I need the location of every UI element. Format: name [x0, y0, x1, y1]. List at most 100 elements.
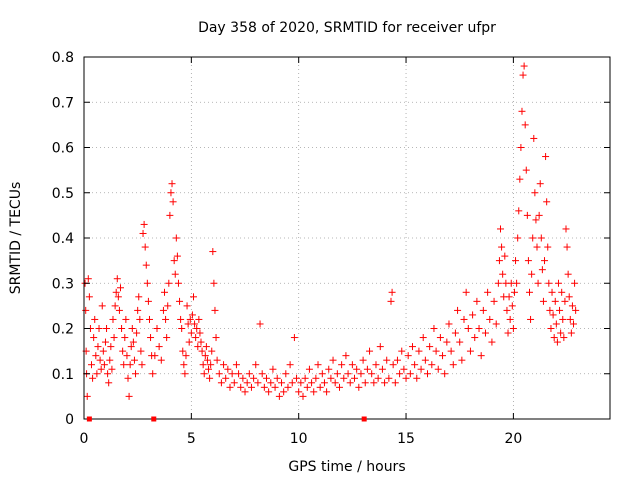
data-point — [396, 370, 404, 378]
data-point — [415, 347, 423, 355]
gap-marker — [151, 416, 157, 422]
data-point — [125, 392, 133, 400]
data-point — [142, 261, 150, 269]
data-point — [200, 370, 208, 378]
x-tick-label: 5 — [187, 431, 196, 447]
data-point — [91, 315, 99, 323]
data-point — [548, 288, 556, 296]
data-point — [481, 329, 489, 337]
data-point — [527, 315, 535, 323]
data-point — [509, 325, 517, 332]
data-point — [335, 383, 343, 391]
data-point — [559, 315, 567, 323]
data-point — [235, 370, 243, 378]
data-point — [82, 306, 90, 314]
data-point — [95, 325, 103, 332]
data-point — [462, 288, 470, 296]
points-layer — [81, 62, 580, 400]
data-point — [183, 302, 191, 310]
data-point — [297, 379, 305, 387]
data-point — [185, 338, 193, 346]
data-point — [162, 315, 170, 323]
data-point — [138, 361, 146, 369]
data-point — [286, 361, 294, 369]
data-point — [518, 107, 526, 115]
data-point — [177, 315, 185, 323]
data-point — [560, 334, 568, 342]
data-point — [535, 211, 543, 219]
data-point — [254, 379, 262, 387]
data-point — [320, 379, 328, 387]
data-point — [447, 347, 455, 355]
data-point — [522, 166, 530, 174]
data-point — [312, 374, 320, 382]
data-point — [340, 374, 348, 382]
data-point — [239, 374, 247, 382]
grid-layer — [84, 57, 610, 419]
data-point — [198, 347, 206, 355]
data-point — [479, 306, 487, 314]
data-point — [471, 334, 479, 342]
data-point — [151, 352, 159, 360]
data-point — [530, 134, 538, 142]
data-point — [192, 334, 200, 342]
data-point — [273, 374, 281, 382]
data-point — [181, 370, 189, 378]
data-point — [385, 374, 393, 382]
data-point — [123, 352, 131, 360]
data-point — [112, 288, 120, 296]
data-point — [282, 370, 290, 378]
data-point — [503, 306, 511, 314]
data-point — [510, 288, 518, 296]
gap-marker — [361, 416, 367, 422]
data-point — [498, 243, 506, 251]
data-point — [202, 343, 210, 351]
data-point — [484, 288, 492, 296]
data-point — [155, 343, 163, 351]
gap-marker — [86, 416, 92, 422]
data-point — [411, 361, 419, 369]
data-point — [477, 352, 485, 360]
data-point — [441, 370, 449, 378]
data-point — [247, 383, 255, 391]
data-point — [116, 284, 124, 292]
data-point — [406, 370, 414, 378]
data-point — [566, 315, 574, 323]
data-point — [310, 388, 318, 396]
data-point — [168, 180, 176, 188]
data-point — [381, 379, 389, 387]
data-point — [205, 365, 213, 373]
data-point — [565, 293, 573, 301]
data-point — [342, 352, 350, 360]
data-point — [147, 334, 155, 342]
data-point — [501, 252, 509, 260]
data-point — [113, 275, 121, 283]
data-point — [331, 379, 339, 387]
data-point — [551, 297, 559, 305]
data-point — [553, 338, 561, 346]
data-point — [552, 320, 560, 328]
data-point — [174, 279, 182, 287]
data-point — [532, 216, 540, 224]
data-point — [374, 374, 382, 382]
data-point — [92, 352, 100, 360]
data-point — [492, 320, 500, 328]
x-tick-label: 0 — [80, 431, 89, 447]
data-point — [207, 361, 215, 369]
data-point — [534, 279, 542, 287]
data-point — [121, 334, 129, 342]
data-point — [421, 356, 429, 364]
data-point — [316, 383, 324, 391]
data-point — [129, 338, 137, 346]
data-point — [217, 379, 225, 387]
data-point — [118, 325, 126, 332]
data-point — [333, 370, 341, 378]
x-axis-label: GPS time / hours — [288, 459, 405, 475]
data-point — [547, 325, 555, 332]
data-point — [144, 297, 152, 305]
data-point — [184, 320, 192, 328]
data-point — [182, 352, 190, 360]
data-point — [398, 347, 406, 355]
data-point — [521, 121, 529, 129]
data-point — [348, 361, 356, 369]
